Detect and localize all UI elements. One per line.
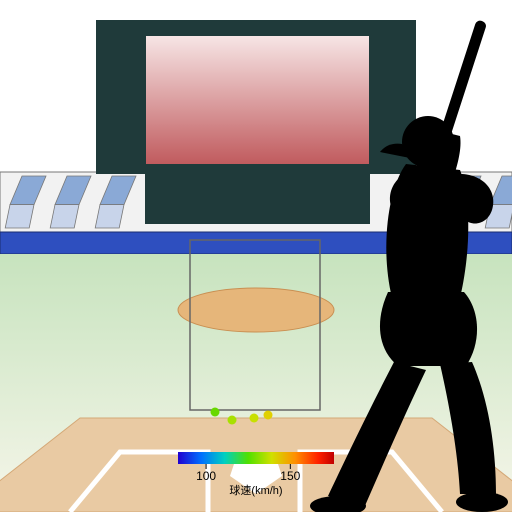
pitch-marker (228, 416, 237, 425)
pitch-marker (250, 414, 259, 423)
pitchers-mound (178, 288, 334, 332)
pitch-marker (264, 411, 273, 420)
legend-tick-label: 100 (196, 469, 216, 483)
home-plate-dirt (0, 418, 512, 512)
pitch-marker (211, 408, 220, 417)
legend-gradient-bar (178, 452, 334, 464)
legend-tick-label: 150 (280, 469, 300, 483)
pitch-chart: 100 150 球速(km/h) (0, 0, 512, 512)
legend-label: 球速(km/h) (229, 483, 282, 497)
